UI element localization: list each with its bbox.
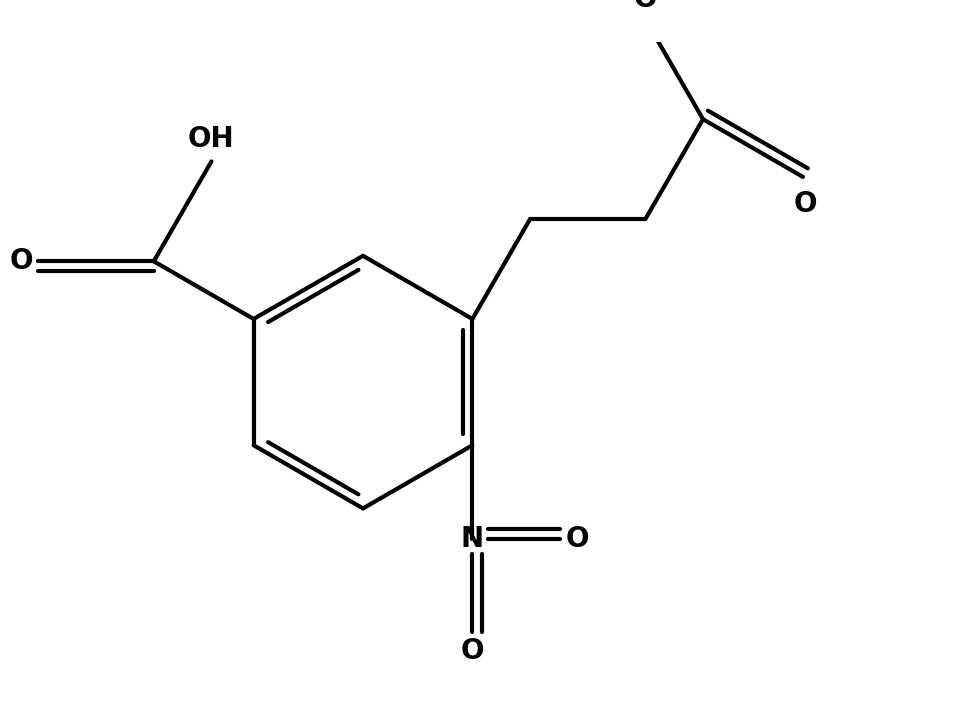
Text: O: O [793, 190, 816, 218]
Text: O: O [10, 247, 33, 275]
Text: OH: OH [189, 125, 235, 152]
Text: O: O [566, 524, 589, 552]
Text: O: O [634, 0, 657, 13]
Text: O: O [461, 637, 484, 665]
Text: N: N [461, 524, 484, 552]
